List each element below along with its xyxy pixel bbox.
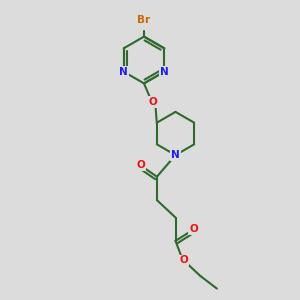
Text: N: N xyxy=(160,67,169,77)
Text: O: O xyxy=(148,97,158,107)
Text: O: O xyxy=(189,224,198,235)
Text: O: O xyxy=(136,160,145,170)
Text: N: N xyxy=(119,67,128,77)
Text: Br: Br xyxy=(137,15,151,25)
Text: N: N xyxy=(171,150,180,160)
Text: O: O xyxy=(179,255,188,266)
